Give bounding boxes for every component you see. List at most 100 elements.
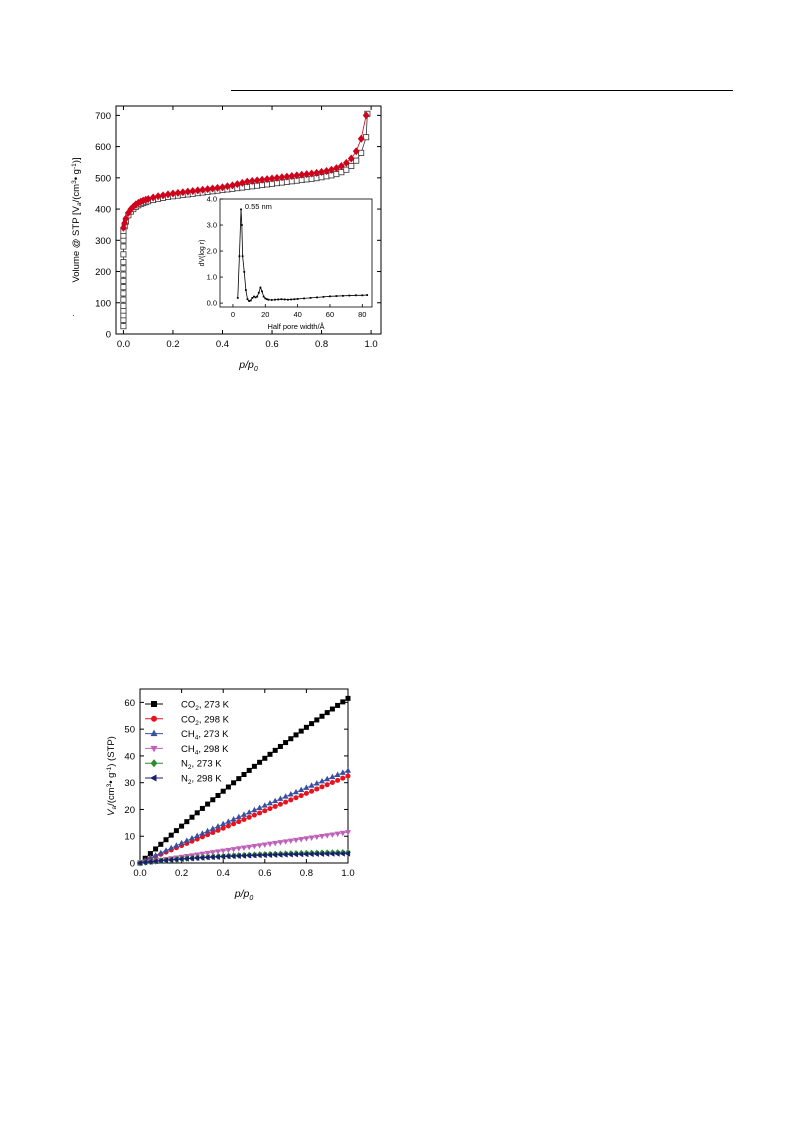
data-point	[194, 852, 201, 858]
legend-marker	[150, 715, 157, 722]
data-point	[337, 161, 345, 170]
data-point	[293, 171, 301, 180]
data-point	[345, 767, 351, 773]
data-point	[225, 852, 232, 860]
data-point	[251, 851, 258, 859]
data-point	[209, 854, 215, 861]
inset-data-point	[354, 294, 357, 297]
data-point	[236, 776, 242, 782]
legend-marker	[150, 759, 158, 768]
data-point	[157, 857, 163, 864]
data-point	[142, 859, 149, 866]
data-point	[293, 732, 299, 738]
data-point	[339, 850, 345, 857]
data-point	[348, 162, 355, 169]
data-point	[147, 854, 154, 861]
data-point	[339, 830, 346, 837]
data-point	[292, 851, 299, 858]
y-tick-label: 10	[124, 832, 135, 843]
data-point	[329, 850, 335, 857]
data-point	[267, 806, 273, 812]
data-point	[298, 837, 305, 843]
legend-entry: CO2, 273 K	[145, 700, 230, 713]
inset-y-tick-label: 3.0	[207, 221, 217, 230]
data-point	[308, 169, 316, 178]
data-point	[256, 804, 263, 810]
inset-data-point	[296, 298, 299, 300]
data-point	[339, 769, 346, 775]
data-point	[147, 851, 153, 857]
data-point	[248, 176, 256, 185]
data-point	[338, 169, 345, 176]
data-point	[344, 850, 351, 857]
data-point	[334, 771, 341, 777]
data-point	[277, 850, 284, 858]
data-point	[288, 171, 296, 180]
inset-data-point	[277, 298, 280, 301]
data-point	[251, 806, 258, 813]
data-point	[277, 840, 284, 846]
inset-x-tick-label: 0	[231, 310, 235, 319]
inset-data-point	[240, 208, 242, 211]
data-point	[194, 810, 200, 816]
data-point	[319, 784, 325, 790]
legend-label: CO2, 273 K	[181, 700, 230, 713]
data-point	[189, 838, 195, 844]
data-point	[262, 808, 268, 814]
data-point	[324, 849, 331, 857]
data-point	[257, 810, 263, 816]
data-point	[298, 728, 304, 734]
data-point	[251, 812, 257, 818]
data-point	[220, 825, 226, 831]
data-point	[178, 839, 185, 846]
data-point	[120, 302, 127, 309]
data-point	[225, 784, 231, 790]
data-point	[313, 780, 320, 786]
x-axis-label: p/p0	[238, 359, 258, 373]
series-5	[136, 850, 351, 866]
data-point	[308, 782, 315, 788]
data-point	[282, 793, 289, 799]
data-point	[153, 853, 159, 859]
data-point	[137, 859, 143, 866]
data-point	[173, 855, 180, 863]
y-tick-label: 700	[95, 111, 111, 122]
data-point	[235, 852, 242, 859]
y-tick-label: 300	[95, 236, 111, 247]
data-point	[335, 777, 341, 783]
data-point	[204, 827, 211, 834]
data-point	[313, 834, 320, 841]
data-point	[220, 788, 226, 794]
data-point	[214, 183, 221, 192]
inset-x-tick-label: 20	[261, 310, 269, 319]
plot-frame	[139, 688, 349, 864]
legend-entry: CH4, 273 K	[145, 729, 229, 742]
data-point	[309, 721, 315, 727]
data-point	[352, 147, 360, 156]
data-point	[282, 850, 289, 858]
data-point	[303, 836, 310, 842]
legend-marker	[150, 745, 158, 753]
data-point	[189, 853, 195, 859]
data-point	[168, 844, 175, 851]
data-point	[241, 811, 247, 817]
data-point	[271, 851, 278, 858]
inset-y-axis-label: dV(log r)	[199, 240, 206, 267]
data-point	[153, 846, 159, 852]
data-point	[272, 803, 278, 809]
data-point	[240, 852, 247, 859]
data-point	[241, 851, 247, 859]
data-point	[220, 820, 227, 827]
data-point	[278, 173, 286, 182]
data-point	[163, 837, 169, 843]
data-point	[267, 841, 273, 848]
data-point	[251, 763, 257, 769]
data-point	[334, 849, 341, 856]
data-point	[136, 860, 143, 866]
data-point	[261, 852, 267, 859]
data-point	[120, 265, 127, 272]
data-point	[120, 284, 127, 291]
data-point	[256, 843, 263, 849]
data-point	[178, 854, 185, 861]
inset-chart: 0 20 40 60 80 0.0 1.0 2.0 3.0 4.0 Half pore width/…	[199, 195, 373, 331]
